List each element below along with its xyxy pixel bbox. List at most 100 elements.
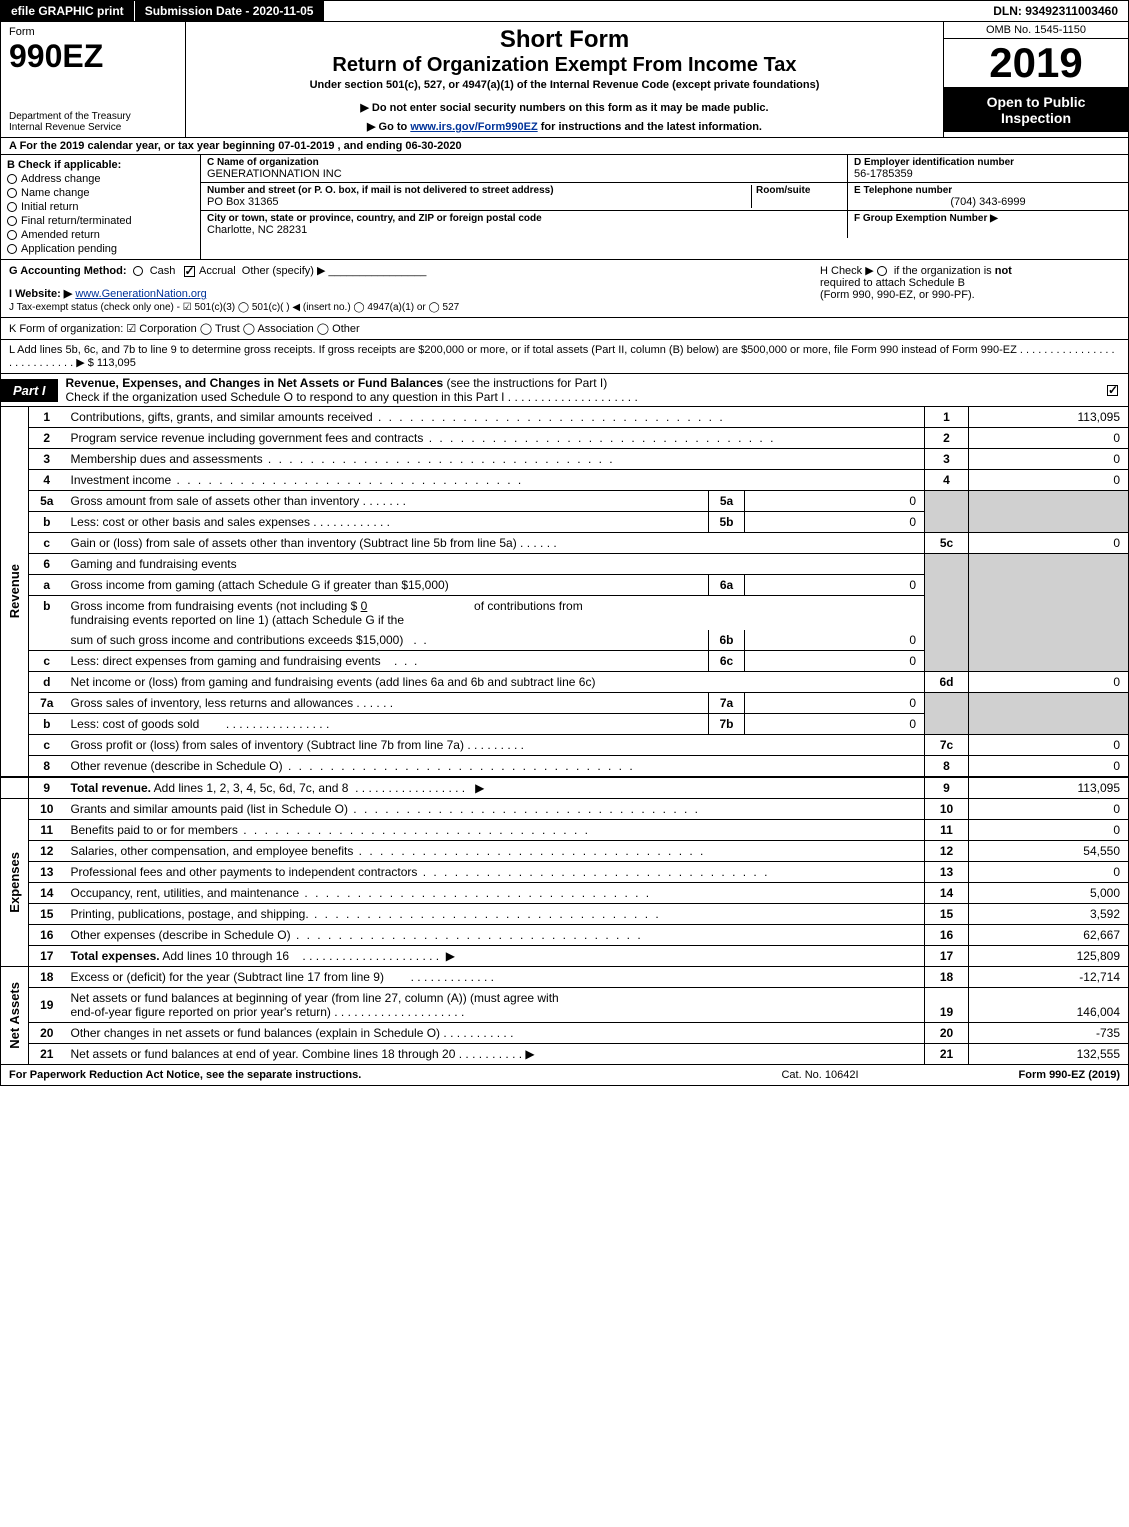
line-num: 3 [29, 449, 65, 470]
line-num: c [29, 735, 65, 756]
line-desc: Gain or (loss) from sale of assets other… [65, 533, 925, 554]
row-addr: Number and street (or P. O. box, if mail… [201, 183, 1128, 211]
short-form-title: Short Form [194, 26, 935, 54]
form-word: Form [9, 26, 177, 38]
line-num: 15 [29, 904, 65, 925]
g-other: Other (specify) ▶ [242, 265, 326, 277]
line-box: 5c [925, 533, 969, 554]
goto-line: ▶ Go to www.irs.gov/Form990EZ for instru… [194, 120, 935, 133]
city-value: Charlotte, NC 28231 [207, 224, 841, 236]
line-box: 17 [925, 946, 969, 967]
row-city: City or town, state or province, country… [201, 211, 1128, 238]
line-val: 0 [969, 820, 1129, 841]
page-footer: For Paperwork Reduction Act Notice, see … [0, 1065, 1129, 1086]
b-opt-pending[interactable]: Application pending [7, 243, 194, 255]
radio-icon [7, 216, 17, 226]
goto-pre: ▶ Go to [367, 121, 410, 133]
line-num: 6 [29, 554, 65, 575]
line-val: 62,667 [969, 925, 1129, 946]
line-num: b [29, 596, 65, 651]
b-opt-3: Final return/terminated [21, 215, 132, 227]
sub-box: 7a [709, 693, 745, 714]
line-box: 13 [925, 862, 969, 883]
line-box: 19 [925, 988, 969, 1023]
line-num: 20 [29, 1023, 65, 1044]
block-ab: B Check if applicable: Address change Na… [0, 155, 1129, 259]
sub-val: 0 [745, 630, 925, 651]
tax-year: 2019 [944, 39, 1128, 88]
g-label: G Accounting Method: [9, 265, 127, 277]
part1-check: Check if the organization used Schedule … [66, 390, 638, 404]
line-box: 10 [925, 799, 969, 820]
efile-print-button[interactable]: efile GRAPHIC print [1, 1, 135, 21]
omb-number: OMB No. 1545-1150 [944, 22, 1128, 39]
radio-icon [7, 230, 17, 240]
sub-val: 0 [745, 714, 925, 735]
sub-val: 0 [745, 693, 925, 714]
sub-box: 6c [709, 651, 745, 672]
line-box: 4 [925, 470, 969, 491]
line-box: 14 [925, 883, 969, 904]
part1-title: Revenue, Expenses, and Changes in Net As… [66, 376, 444, 390]
b-opt-2: Initial return [21, 201, 78, 213]
radio-icon [7, 244, 17, 254]
line-num: 13 [29, 862, 65, 883]
b-opt-address[interactable]: Address change [7, 173, 194, 185]
row-name: C Name of organization GENERATIONNATION … [201, 155, 1128, 183]
b-opt-initial[interactable]: Initial return [7, 201, 194, 213]
line-val: 0 [969, 735, 1129, 756]
line-val: 125,809 [969, 946, 1129, 967]
city-label: City or town, state or province, country… [207, 213, 841, 224]
l-line: L Add lines 5b, 6c, and 7b to line 9 to … [0, 340, 1129, 374]
b-opt-5: Application pending [21, 243, 117, 255]
line-val: 5,000 [969, 883, 1129, 904]
grey-cell [925, 491, 969, 533]
b-opt-4: Amended return [21, 229, 100, 241]
line-desc: Professional fees and other payments to … [65, 862, 925, 883]
d-label: D Employer identification number [854, 157, 1122, 168]
line-desc: Gross income from fundraising events (no… [65, 596, 925, 631]
line-desc: Salaries, other compensation, and employ… [65, 841, 925, 862]
line-6b-d1: Gross income from fundraising events (no… [71, 599, 361, 613]
addr-cell: Number and street (or P. O. box, if mail… [201, 183, 848, 210]
line-val: 113,095 [969, 407, 1129, 428]
sub-box: 5a [709, 491, 745, 512]
column-b: B Check if applicable: Address change Na… [1, 155, 201, 259]
line-box: 12 [925, 841, 969, 862]
line-desc: Less: cost of goods sold . . . . . . . .… [65, 714, 709, 735]
line-val: 3,592 [969, 904, 1129, 925]
header-left: Form 990EZ Department of the Treasury In… [1, 22, 186, 137]
checkbox-icon[interactable] [184, 266, 195, 277]
form-header: Form 990EZ Department of the Treasury In… [0, 22, 1129, 138]
irs-link[interactable]: www.irs.gov/Form990EZ [410, 121, 537, 133]
b-opt-amended[interactable]: Amended return [7, 229, 194, 241]
h-box: H Check ▶ if the organization is not req… [820, 264, 1120, 313]
sub-val: 0 [745, 512, 925, 533]
line-desc: Contributions, gifts, grants, and simila… [65, 407, 925, 428]
i-label: I Website: ▶ [9, 288, 72, 300]
part1-desc: Revenue, Expenses, and Changes in Net As… [58, 374, 1097, 406]
website-link[interactable]: www.GenerationNation.org [75, 288, 206, 300]
g-accounting: G Accounting Method: Cash Accrual Other … [9, 264, 820, 313]
radio-icon[interactable] [877, 266, 887, 276]
b-opt-final[interactable]: Final return/terminated [7, 215, 194, 227]
dept-treasury: Department of the Treasury [9, 111, 177, 122]
line-desc: Excess or (deficit) for the year (Subtra… [65, 967, 925, 988]
b-opt-name[interactable]: Name change [7, 187, 194, 199]
revenue-vtext: Revenue [7, 560, 22, 622]
ein-value: 56-1785359 [854, 168, 1122, 180]
c-name-label: C Name of organization [207, 157, 841, 168]
h-text3: required to attach Schedule B [820, 277, 965, 289]
checkbox-icon[interactable] [1107, 385, 1118, 396]
radio-icon [7, 174, 17, 184]
line-box: 11 [925, 820, 969, 841]
room-label: Room/suite [756, 185, 841, 196]
lines-table: Revenue 1 Contributions, gifts, grants, … [0, 407, 1129, 1065]
radio-icon[interactable] [133, 266, 143, 276]
netassets-vtext: Net Assets [7, 978, 22, 1053]
line-desc: Net income or (loss) from gaming and fun… [65, 672, 925, 693]
j-line: J Tax-exempt status (check only one) - ☑… [9, 302, 820, 313]
header-center: Short Form Return of Organization Exempt… [186, 22, 943, 137]
line-num: b [29, 512, 65, 533]
dept-irs: Internal Revenue Service [9, 122, 177, 133]
